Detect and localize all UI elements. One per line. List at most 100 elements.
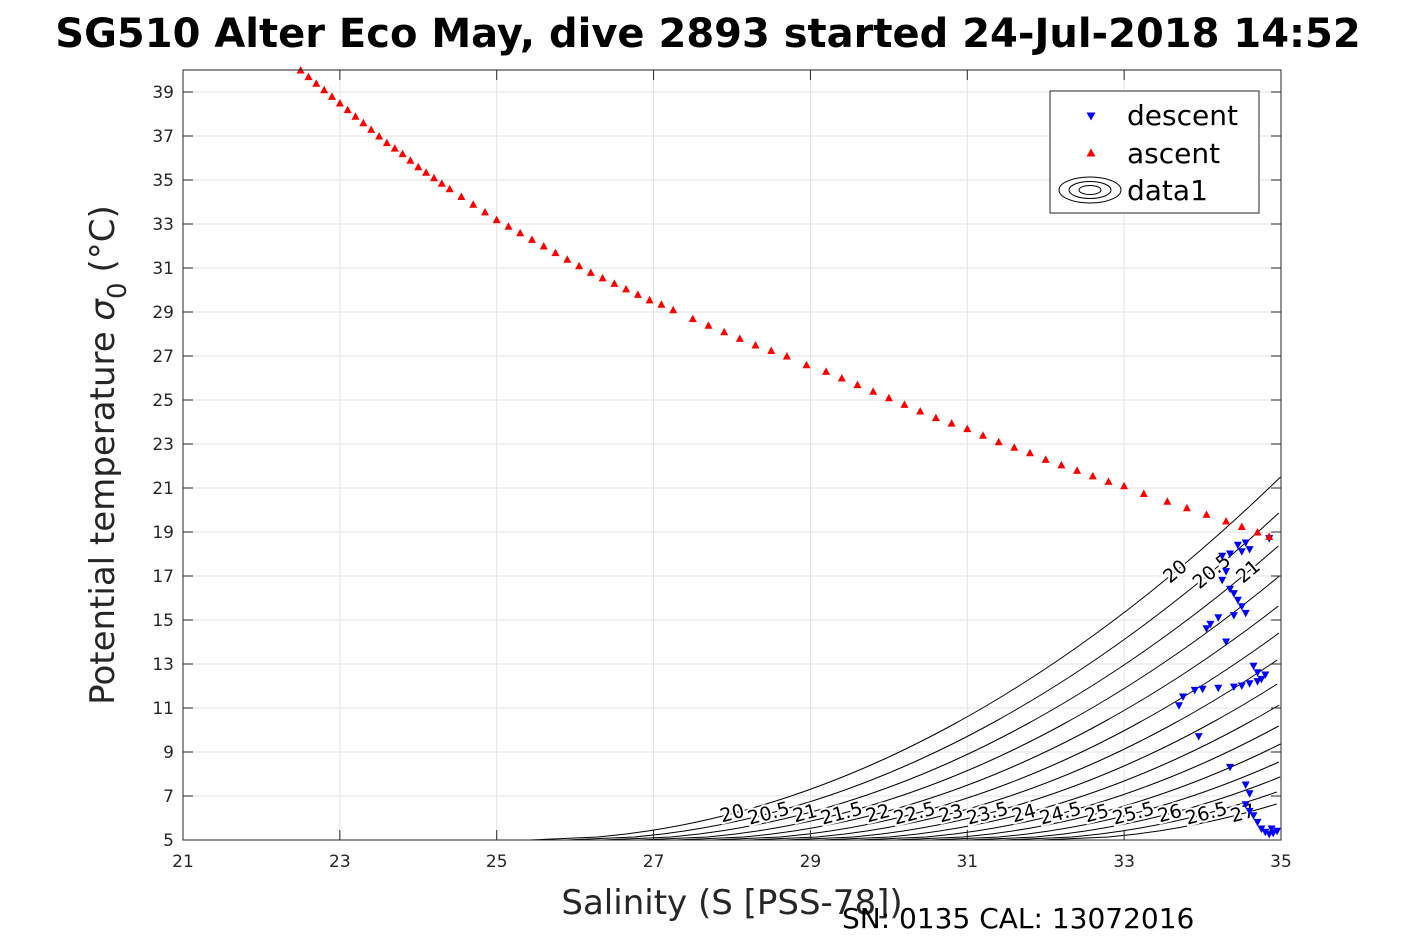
ascent-point (575, 261, 584, 270)
descent-point (1267, 825, 1276, 833)
ascent-point (1057, 460, 1066, 469)
x-tick-label: 25 (486, 852, 508, 872)
ascent-point (457, 192, 466, 200)
ascent-point (1073, 466, 1082, 474)
ascent-point (802, 360, 811, 369)
descent-point (1257, 675, 1266, 684)
density-contour-line (711, 632, 1280, 841)
descent-point (1206, 620, 1215, 629)
ascent-point (516, 228, 525, 237)
density-contour-line (566, 512, 1280, 841)
density-contour-line (1003, 791, 1277, 841)
ascent-point (900, 400, 909, 408)
ascent-point (382, 138, 391, 147)
ascent-point (610, 279, 619, 287)
ascent-point (437, 179, 446, 187)
ascent-point (367, 125, 376, 133)
ascent-point (931, 413, 940, 422)
descent-point (1237, 603, 1246, 611)
descent-point (1249, 812, 1258, 820)
ascent-point (328, 92, 336, 100)
ascent-point (1010, 443, 1019, 451)
y-axis-label-subscript: 0 (103, 282, 133, 299)
ascent-point (884, 393, 893, 402)
descent-point (1237, 548, 1246, 556)
ascent-point (351, 112, 360, 120)
y-tick-label: 9 (163, 743, 174, 763)
ascent-point (375, 132, 384, 140)
ascent-point (869, 387, 878, 395)
ascent-point (430, 173, 438, 182)
descent-point (1190, 686, 1199, 695)
ascent-point (598, 273, 607, 282)
ascent-point (343, 105, 352, 114)
x-axis-label: Salinity (S [PSS-78]) (561, 883, 902, 923)
y-tick-label: 33 (152, 215, 174, 235)
ascent-point (963, 424, 972, 433)
descent-point (1245, 680, 1254, 688)
x-tick-label: 23 (329, 852, 351, 872)
axes (182, 69, 1282, 841)
descent-point (1229, 683, 1238, 692)
y-tick-label: 29 (152, 303, 174, 323)
descent-point (1241, 539, 1250, 547)
y-axis-label-unit: (°C) (83, 205, 123, 272)
axes-box (182, 69, 1282, 841)
legend-box (1049, 90, 1260, 214)
density-contour-line (639, 575, 1280, 841)
descent-point (1233, 596, 1242, 605)
ascent-point (586, 268, 595, 276)
descent-point (1198, 685, 1207, 694)
descent-point (1175, 702, 1183, 710)
ascent-point (1104, 477, 1113, 485)
ascent-point (528, 235, 536, 243)
ascent-point (837, 374, 846, 382)
y-tick-label: 15 (152, 611, 174, 631)
descent-point (1261, 671, 1270, 679)
serial-calibration-note: SN: 0135 CAL: 13072016 (842, 902, 1194, 935)
descent-point (1179, 693, 1187, 701)
density-contour-line (821, 704, 1280, 841)
y-axis-label-text: Potential temperature (83, 331, 123, 704)
ascent-point (633, 290, 642, 298)
ascent-point (1041, 455, 1050, 463)
legend: descent ascent data1 (1049, 90, 1260, 214)
x-tick-label: 29 (800, 852, 822, 872)
density-contour-line (529, 476, 1281, 841)
x-tick-label: 21 (172, 852, 194, 872)
ascent-point (335, 99, 344, 107)
descent-point (1233, 541, 1242, 550)
ascent-point (767, 346, 776, 354)
ascent-point (947, 419, 956, 427)
ascent-point (1088, 471, 1097, 480)
ascent-point (422, 168, 431, 176)
density-contour-line (967, 776, 1281, 841)
descent-point (1241, 801, 1250, 809)
ascent-point (312, 79, 321, 87)
ascent-point (853, 380, 862, 389)
descent-point (1245, 546, 1254, 554)
legend-data1-label: data1 (1127, 174, 1208, 207)
ascent-point (539, 242, 548, 250)
ascent-point (414, 162, 423, 171)
x-tick-label: 31 (956, 852, 978, 872)
ascent-point (782, 352, 791, 360)
ascent-point (669, 305, 678, 314)
descent-point (1245, 807, 1254, 816)
chart-title: SG510 Alter Eco May, dive 2893 started 2… (55, 11, 1360, 57)
ascent-point (822, 367, 831, 375)
y-axis-label: Potential temperature σ0 (°C) (83, 205, 133, 705)
density-contour-line (748, 659, 1278, 841)
ascent-point (994, 437, 1003, 446)
density-contour-line (784, 683, 1278, 841)
ascent-point (1253, 528, 1262, 536)
descent-point (1226, 585, 1234, 594)
descent-point (1261, 828, 1270, 837)
ascent-point (1237, 522, 1246, 530)
ascent-point (688, 314, 697, 323)
density-contour-line (894, 743, 1281, 841)
ascent-point (1026, 448, 1034, 457)
ascent-point (1139, 489, 1148, 497)
descent-point (1253, 678, 1262, 686)
